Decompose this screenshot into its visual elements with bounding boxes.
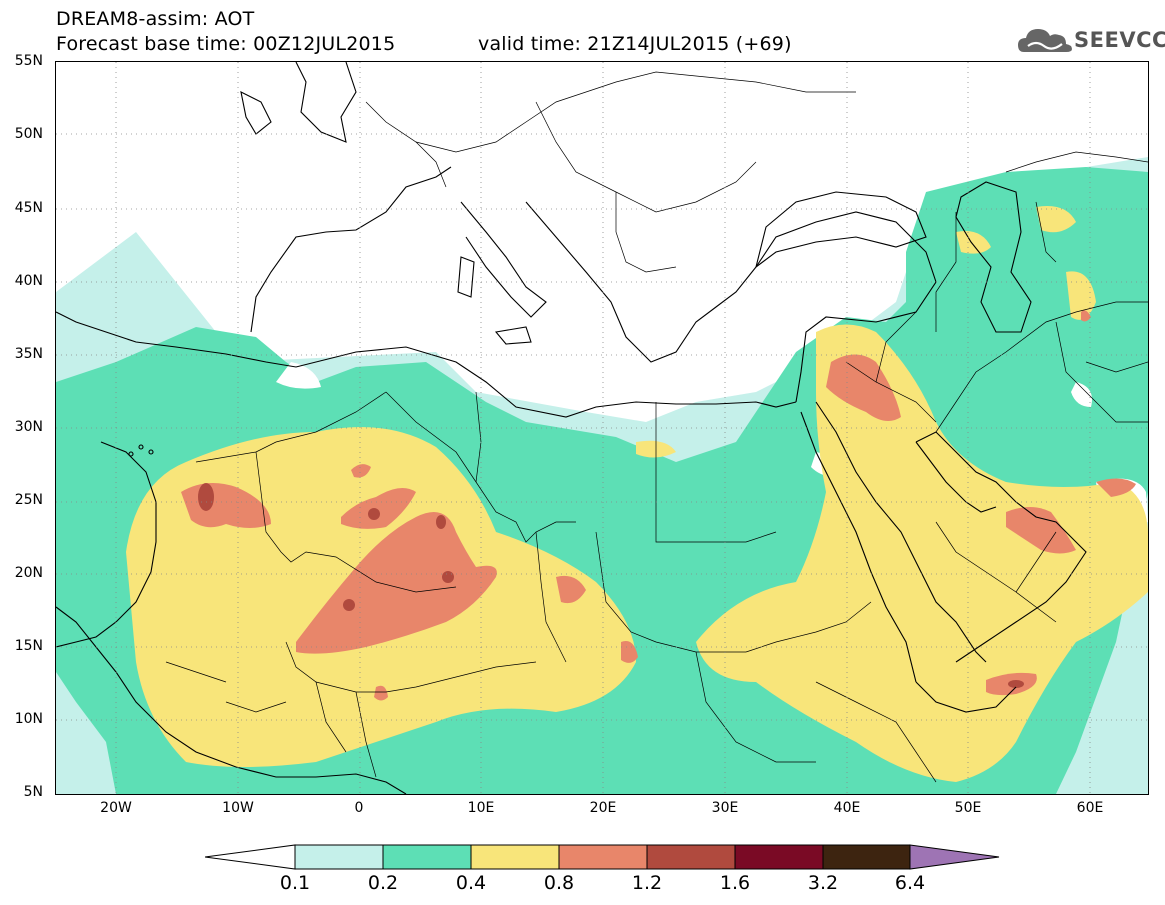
- colorbar-graphic: [204, 844, 1000, 870]
- colorbar-label-0.4: 0.4: [455, 872, 487, 894]
- colorbar-bin-1.6: [734, 844, 824, 870]
- lat-label-40n: 40N: [14, 273, 43, 289]
- map-title: DREAM8-assim: AOT: [56, 8, 255, 30]
- lat-label-50n: 50N: [14, 126, 43, 142]
- colorbar-label-1.2: 1.2: [631, 872, 663, 894]
- lon-label-0: 0: [354, 800, 364, 816]
- lon-label-20w: 20W: [100, 800, 132, 816]
- aot-level-0.8: [181, 310, 1136, 701]
- lon-label-10w: 10W: [222, 800, 254, 816]
- colorbar-label-1.6: 1.6: [719, 872, 751, 894]
- lat-label-30n: 30N: [14, 419, 43, 435]
- colorbar: [204, 843, 1000, 871]
- lat-label-45n: 45N: [14, 200, 43, 216]
- forecast-base-time: Forecast base time: 00Z12JUL2015: [56, 33, 396, 55]
- coastlines: [56, 62, 1087, 794]
- lon-label-40e: 40E: [833, 800, 861, 816]
- borders: [165, 71, 1148, 783]
- lon-label-30e: 30E: [711, 800, 739, 816]
- seevccc-logo: SEEVCCC: [1016, 22, 1165, 58]
- colorbar-bin-3.2: [822, 844, 911, 870]
- colorbar-label-0.1: 0.1: [279, 872, 311, 894]
- valid-time: valid time: 21Z14JUL2015 (+69): [478, 33, 792, 55]
- logo-text: SEEVCCC: [1074, 28, 1165, 52]
- colorbar-bin-0.4: [470, 844, 560, 870]
- lat-label-10n: 10N: [14, 711, 43, 727]
- cloud-icon: [1018, 29, 1072, 52]
- colorbar-bin-1.2: [646, 844, 736, 870]
- colorbar-label-3.2: 3.2: [807, 872, 839, 894]
- lon-label-20e: 20E: [589, 800, 617, 816]
- colorbar-label-0.2: 0.2: [367, 872, 399, 894]
- colorbar-bin-0.2: [382, 844, 472, 870]
- lat-label-20n: 20N: [14, 565, 43, 581]
- aot-field: [56, 62, 1148, 794]
- colorbar-label-6.4: 6.4: [894, 872, 926, 894]
- lat-label-35n: 35N: [14, 346, 43, 362]
- graticule: [56, 62, 1148, 794]
- colorbar-under-arrow: [204, 844, 296, 870]
- lat-label-25n: 25N: [14, 492, 43, 508]
- lat-label-5n: 5N: [23, 784, 43, 800]
- aot-map: [55, 61, 1149, 795]
- colorbar-label-0.8: 0.8: [543, 872, 575, 894]
- lat-label-15n: 15N: [14, 638, 43, 654]
- lon-label-10e: 10E: [467, 800, 495, 816]
- colorbar-bin-0.1: [294, 844, 384, 870]
- aot-level-1.2: [198, 483, 1024, 688]
- lat-label-55n: 55N: [14, 53, 43, 69]
- colorbar-over-arrow: [909, 844, 1000, 870]
- lon-label-50e: 50E: [954, 800, 982, 816]
- lon-label-60e: 60E: [1076, 800, 1104, 816]
- colorbar-bin-0.8: [558, 844, 648, 870]
